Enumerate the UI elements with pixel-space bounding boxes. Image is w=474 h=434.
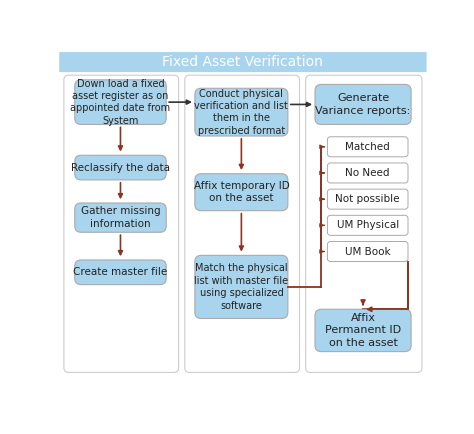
Text: Down load a fixed
asset register as on
appointed date from
System: Down load a fixed asset register as on a…	[71, 79, 171, 126]
Text: No Need: No Need	[346, 168, 390, 178]
FancyBboxPatch shape	[328, 241, 408, 262]
Text: Generate
Variance reports:: Generate Variance reports:	[315, 93, 410, 115]
FancyBboxPatch shape	[75, 80, 166, 125]
FancyBboxPatch shape	[328, 215, 408, 235]
FancyBboxPatch shape	[185, 75, 300, 372]
FancyBboxPatch shape	[75, 155, 166, 180]
Text: Fixed Asset Verification: Fixed Asset Verification	[163, 55, 323, 69]
FancyBboxPatch shape	[328, 189, 408, 209]
FancyBboxPatch shape	[59, 52, 427, 72]
FancyBboxPatch shape	[328, 137, 408, 157]
Text: Create master file: Create master file	[73, 267, 168, 277]
FancyBboxPatch shape	[195, 88, 288, 136]
Text: Conduct physical
verification and list
them in the
prescribed format: Conduct physical verification and list t…	[194, 89, 288, 136]
Text: UM Book: UM Book	[345, 247, 391, 256]
Text: Reclassify the data: Reclassify the data	[71, 163, 170, 173]
Text: Gather missing
information: Gather missing information	[81, 207, 160, 229]
Text: UM Physical: UM Physical	[337, 220, 399, 230]
FancyBboxPatch shape	[75, 203, 166, 232]
FancyBboxPatch shape	[195, 174, 288, 210]
Text: Affix temporary ID
on the asset: Affix temporary ID on the asset	[193, 181, 289, 204]
FancyBboxPatch shape	[306, 75, 422, 372]
FancyBboxPatch shape	[195, 255, 288, 319]
FancyBboxPatch shape	[328, 163, 408, 183]
Text: Match the physical
list with master file
using specialized
software: Match the physical list with master file…	[194, 263, 289, 311]
FancyBboxPatch shape	[315, 309, 411, 352]
FancyBboxPatch shape	[64, 75, 179, 372]
Text: Not possible: Not possible	[336, 194, 400, 204]
FancyBboxPatch shape	[75, 260, 166, 285]
FancyBboxPatch shape	[315, 85, 411, 125]
Text: Affix
Permanent ID
on the asset: Affix Permanent ID on the asset	[325, 313, 401, 348]
Text: Matched: Matched	[346, 142, 390, 152]
